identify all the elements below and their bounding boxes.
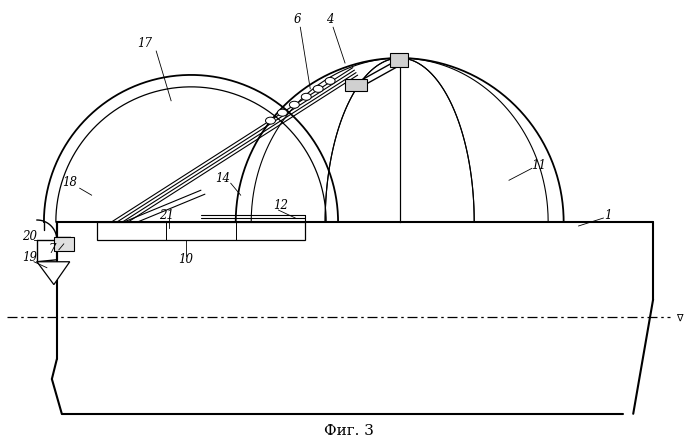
Text: 12: 12 — [273, 198, 288, 212]
Text: 6: 6 — [294, 13, 301, 26]
Text: 19: 19 — [22, 251, 38, 264]
Bar — [345, 79, 367, 91]
Bar — [390, 53, 408, 67]
Text: 7: 7 — [48, 243, 56, 256]
Text: 17: 17 — [137, 36, 152, 50]
Ellipse shape — [325, 77, 335, 85]
Text: Фиг. 3: Фиг. 3 — [324, 424, 374, 438]
Bar — [96, 222, 305, 240]
Text: 21: 21 — [159, 209, 173, 222]
Text: ∇: ∇ — [676, 312, 682, 323]
Ellipse shape — [289, 101, 299, 108]
Text: 1: 1 — [605, 209, 612, 222]
Ellipse shape — [313, 85, 323, 92]
Polygon shape — [37, 262, 70, 285]
Text: 20: 20 — [22, 231, 38, 243]
Ellipse shape — [301, 93, 311, 100]
Text: 18: 18 — [62, 176, 78, 189]
Text: 14: 14 — [215, 172, 230, 185]
Text: 10: 10 — [178, 253, 194, 266]
Ellipse shape — [278, 109, 287, 116]
Bar — [54, 237, 73, 251]
Text: 11: 11 — [531, 159, 547, 172]
Text: 4: 4 — [326, 13, 334, 26]
Ellipse shape — [266, 117, 275, 124]
